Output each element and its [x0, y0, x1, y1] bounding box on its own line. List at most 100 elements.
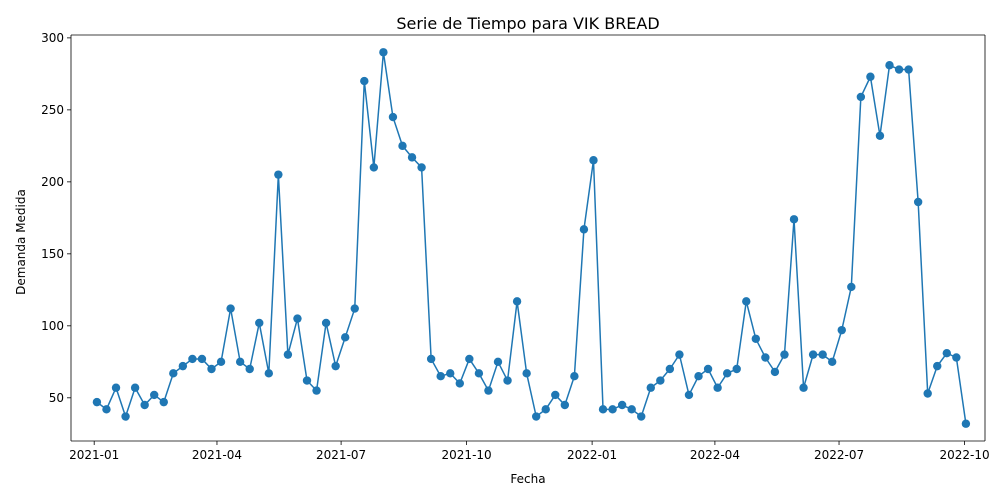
- y-tick-label: 250: [41, 103, 64, 117]
- data-point: [894, 65, 904, 74]
- x-axis-label: Fecha: [510, 472, 545, 486]
- data-point: [665, 364, 675, 374]
- data-point: [589, 156, 598, 165]
- data-point: [933, 361, 942, 371]
- x-tick-label: 2021-10: [442, 448, 492, 462]
- data-point: [207, 364, 216, 374]
- data-point: [627, 405, 636, 414]
- data-point: [551, 390, 560, 400]
- data-point: [216, 357, 226, 367]
- x-tick-label: 2022-04: [690, 448, 740, 462]
- data-point: [780, 350, 789, 359]
- data-point: [264, 369, 274, 378]
- y-tick-label: 200: [41, 175, 64, 189]
- data-point: [493, 357, 503, 367]
- data-point: [560, 400, 570, 410]
- data-point: [942, 348, 951, 358]
- data-point: [369, 163, 379, 172]
- data-point: [761, 353, 770, 362]
- x-tick-label: 2021-04: [192, 448, 242, 462]
- data-point: [321, 318, 331, 328]
- data-point: [245, 364, 254, 374]
- data-point: [121, 412, 130, 421]
- data-point: [226, 304, 235, 313]
- plot-area: 50 100 150 200 250 300 2021-01 2021-04 2021-07 20…: [41, 31, 990, 462]
- data-point: [885, 61, 894, 70]
- data-point: [837, 325, 846, 335]
- data-point: [283, 350, 293, 359]
- data-point: [426, 354, 436, 364]
- data-point: [732, 364, 741, 374]
- data-point: [274, 170, 283, 179]
- data-point: [312, 386, 321, 395]
- data-point: [818, 350, 827, 359]
- data-point: [235, 357, 245, 367]
- data-point: [961, 419, 971, 428]
- data-point: [465, 354, 474, 364]
- data-point: [455, 379, 464, 388]
- data-point: [178, 361, 188, 371]
- data-point: [541, 405, 550, 414]
- data-point: [684, 390, 694, 400]
- data-point: [808, 350, 818, 359]
- data-point: [169, 369, 178, 378]
- data-point: [350, 304, 359, 313]
- data-point: [923, 389, 932, 398]
- data-point: [417, 163, 426, 172]
- data-point: [952, 353, 961, 362]
- x-tick-label: 2022-10: [939, 448, 989, 462]
- data-point: [751, 334, 761, 343]
- data-point: [694, 372, 703, 381]
- data-point: [398, 141, 407, 151]
- data-point: [503, 376, 512, 385]
- data-point: [875, 131, 885, 140]
- data-point: [255, 318, 264, 328]
- data-point: [656, 376, 665, 385]
- data-point: [742, 297, 751, 306]
- data-point: [904, 65, 913, 74]
- data-point: [446, 369, 455, 378]
- data-point: [293, 314, 302, 323]
- x-tick-label: 2021-07: [316, 448, 366, 462]
- y-tick-label: 100: [41, 319, 64, 333]
- data-point: [866, 72, 875, 81]
- data-point: [150, 390, 159, 400]
- data-point: [379, 48, 388, 57]
- data-point: [799, 383, 808, 392]
- data-point: [331, 361, 340, 371]
- data-point: [102, 405, 111, 414]
- data-point: [92, 397, 102, 407]
- data-point: [197, 354, 207, 364]
- data-point: [360, 76, 369, 86]
- y-tick-label: 50: [49, 391, 64, 405]
- data-point: [130, 383, 140, 392]
- x-tick-label: 2022-07: [814, 448, 864, 462]
- data-point: [770, 367, 780, 377]
- data-point: [512, 297, 522, 306]
- data-point: [598, 405, 608, 414]
- x-tick-label: 2021-01: [69, 448, 119, 462]
- data-point: [302, 376, 312, 385]
- data-point: [436, 372, 445, 381]
- data-point: [188, 354, 197, 364]
- chart-title: Serie de Tiempo para VIK BREAD: [396, 14, 659, 33]
- data-point: [637, 412, 646, 421]
- data-point: [341, 333, 350, 342]
- y-tick-label: 150: [41, 247, 64, 261]
- x-tick-label: 2022-01: [567, 448, 617, 462]
- data-point: [617, 400, 627, 410]
- data-point: [703, 364, 713, 374]
- data-point: [913, 197, 923, 207]
- data-point: [570, 372, 579, 381]
- data-point: [713, 383, 722, 392]
- data-point: [646, 383, 655, 392]
- data-point: [847, 282, 856, 292]
- data-point: [407, 153, 417, 162]
- data-point: [531, 412, 541, 421]
- data-point: [111, 383, 121, 392]
- y-axis-label: Demanda Medida: [14, 189, 28, 295]
- data-point: [579, 225, 589, 234]
- data-point: [484, 386, 493, 395]
